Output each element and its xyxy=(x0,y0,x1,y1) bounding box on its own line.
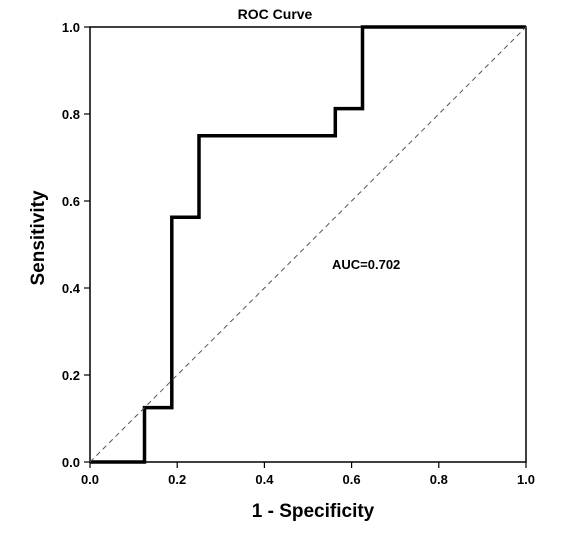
reference-diagonal-line xyxy=(89,26,527,463)
y-tick-label: 1.0 xyxy=(62,20,80,35)
auc-annotation: AUC=0.702 xyxy=(332,257,400,272)
x-tick-label: 0.8 xyxy=(430,472,448,487)
x-tick-label: 0.6 xyxy=(343,472,361,487)
x-tick-label: 0.4 xyxy=(255,472,274,487)
x-axis: 0.0 0.2 0.4 0.6 0.8 1.0 xyxy=(81,462,535,487)
y-tick-label: 0.8 xyxy=(62,107,80,122)
y-axis: 0.0 0.2 0.4 0.6 0.8 1.0 xyxy=(62,20,90,470)
y-tick-label: 0.6 xyxy=(62,194,80,209)
y-tick-label: 0.4 xyxy=(62,281,81,296)
plot-series xyxy=(89,25,527,464)
x-tick-label: 1.0 xyxy=(517,472,535,487)
y-axis-title: Sensitivity xyxy=(28,190,49,285)
x-tick-label: 0.2 xyxy=(168,472,186,487)
y-tick-label: 0.0 xyxy=(62,455,80,470)
chart-title: ROC Curve xyxy=(238,6,313,22)
roc-curve-line xyxy=(90,25,526,464)
x-tick-label: 0.0 xyxy=(81,472,99,487)
plot-frame xyxy=(89,26,527,463)
y-tick-label: 0.2 xyxy=(62,368,80,383)
x-axis-title: 1 - Specificity xyxy=(252,501,375,522)
